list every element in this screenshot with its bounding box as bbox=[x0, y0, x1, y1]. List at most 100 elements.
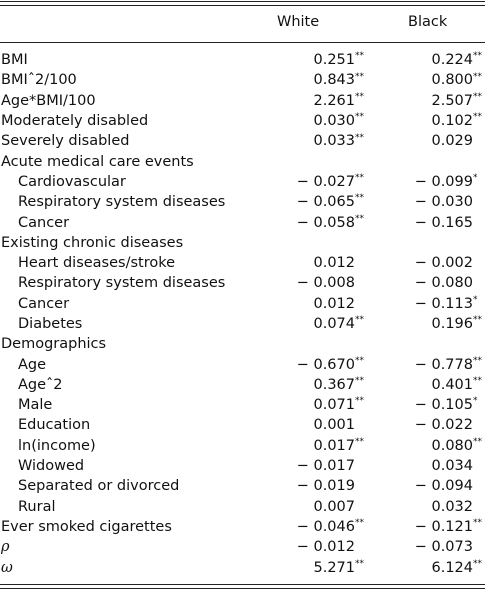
cell-black: − 0.099* bbox=[414, 173, 478, 190]
cell-black: 0.029 bbox=[367, 131, 485, 151]
cell-value: 0.032 bbox=[431, 498, 473, 515]
table-row: Male 0.071** − 0.105* bbox=[0, 395, 485, 415]
cell-value: − 0.121 bbox=[414, 518, 473, 535]
top-rule-double bbox=[0, 5, 485, 6]
cell-value: 0.012 bbox=[313, 295, 355, 312]
cell-value: 0.367 bbox=[313, 376, 355, 393]
cell-white: 5.271** bbox=[313, 558, 364, 576]
table-row: Ageˆ2 0.367** 0.401** bbox=[0, 375, 485, 395]
column-header-black: Black bbox=[408, 14, 448, 30]
row-label-text: ln(income) bbox=[18, 437, 96, 454]
table-row: Respiratory system diseases − 0.065** − 0.… bbox=[0, 192, 485, 212]
table-row: Rural 0.007 0.032 bbox=[0, 497, 485, 517]
row-label: BMIˆ2/100 bbox=[0, 70, 266, 90]
cell-white: 0.030** bbox=[313, 112, 364, 130]
table-row: Existing chronic diseases bbox=[0, 233, 485, 253]
cell-value: 2.507 bbox=[431, 92, 473, 109]
row-label: Cardiovascular bbox=[0, 172, 266, 192]
row-label: Ever smoked cigarettes bbox=[0, 517, 266, 537]
cell-black: − 0.113* bbox=[414, 294, 478, 312]
row-label-text: ω bbox=[1, 559, 13, 576]
cell-value: 0.074 bbox=[313, 316, 355, 332]
row-label-text: ρ bbox=[1, 539, 10, 556]
cell-value: 0.001 bbox=[313, 417, 355, 434]
table-header: White Black bbox=[0, 14, 485, 36]
cell-value: − 0.080 bbox=[414, 275, 473, 292]
cell-white: − 0.046** bbox=[296, 518, 364, 535]
table-row: Diabetes 0.074** 0.196** bbox=[0, 314, 485, 334]
row-label: Cancer bbox=[0, 294, 266, 314]
row-label: Cancer bbox=[0, 212, 266, 232]
row-label-text: Age bbox=[18, 356, 47, 373]
cell-value: − 0.065 bbox=[296, 194, 355, 211]
row-label: Demographics bbox=[0, 334, 266, 354]
cell-white: 0.017** bbox=[313, 436, 364, 454]
cell-white: − 0.027** bbox=[296, 173, 364, 190]
cell-black bbox=[367, 233, 485, 253]
cell-value: 0.080 bbox=[431, 437, 473, 454]
cell-black: − 0.030 bbox=[367, 192, 485, 212]
cell-white bbox=[266, 334, 367, 354]
row-label: Severely disabled bbox=[0, 131, 266, 151]
row-label: ρ bbox=[0, 537, 266, 557]
cell-value: 6.124 bbox=[431, 559, 473, 576]
cell-value: − 0.019 bbox=[296, 478, 355, 495]
cell-black: 0.034 bbox=[367, 456, 485, 476]
row-label: Education bbox=[0, 415, 266, 435]
cell-value: 0.071 bbox=[313, 397, 355, 414]
cell-black: − 0.094 bbox=[367, 476, 485, 496]
row-label-text: Cancer bbox=[18, 214, 70, 231]
cell-white: − 0.019 bbox=[266, 476, 367, 496]
row-label-text: Ageˆ2 bbox=[18, 376, 63, 393]
row-label: Rural bbox=[0, 497, 266, 517]
table-row: Ever smoked cigarettes − 0.046** − 0.121** bbox=[0, 517, 485, 537]
row-label: Age bbox=[0, 354, 266, 374]
column-header-white: White bbox=[277, 14, 320, 30]
row-label: Respiratory system diseases bbox=[0, 273, 266, 293]
row-label-text: Diabetes bbox=[18, 316, 83, 332]
table-row: ln(income) 0.017** 0.080** bbox=[0, 436, 485, 456]
bottom-rule-double bbox=[0, 588, 485, 589]
cell-value: − 0.046 bbox=[296, 518, 355, 535]
cell-value: − 0.105 bbox=[414, 397, 473, 414]
row-label: ln(income) bbox=[0, 436, 266, 456]
row-label-text: Cancer bbox=[18, 295, 70, 312]
cell-value: 0.224 bbox=[431, 52, 473, 69]
row-label: Respiratory system diseases bbox=[0, 192, 266, 212]
cell-white: − 0.012 bbox=[266, 537, 367, 557]
row-label: Acute medical care events bbox=[0, 151, 266, 171]
cell-value: 0.401 bbox=[431, 376, 473, 393]
cell-value: 0.034 bbox=[431, 458, 473, 475]
cell-value: 0.033 bbox=[313, 133, 355, 150]
cell-white: 0.074** bbox=[313, 315, 364, 332]
cell-black: − 0.165 bbox=[367, 212, 485, 232]
cell-value: − 0.017 bbox=[296, 458, 355, 475]
cell-black bbox=[367, 334, 485, 354]
cell-white: 0.251** bbox=[313, 51, 364, 69]
row-label: ω bbox=[0, 557, 266, 577]
row-label-text: Acute medical care events bbox=[1, 153, 194, 170]
cell-value: 0.029 bbox=[431, 133, 473, 150]
bottom-rule bbox=[0, 584, 485, 585]
table-row: BMIˆ2/100 0.843** 0.800** bbox=[0, 70, 485, 90]
table-row: Cardiovascular − 0.027** − 0.099* bbox=[0, 172, 485, 192]
cell-value: − 0.113 bbox=[414, 295, 473, 312]
row-label: Heart diseases/stroke bbox=[0, 253, 266, 273]
row-label: Moderately disabled bbox=[0, 111, 266, 131]
row-label-text: Heart diseases/stroke bbox=[18, 255, 176, 272]
cell-value: − 0.012 bbox=[296, 539, 355, 556]
cell-black: − 0.121** bbox=[414, 518, 482, 535]
row-label-text: Demographics bbox=[1, 336, 107, 353]
cell-white: 0.001 bbox=[266, 415, 367, 435]
cell-black: − 0.002 bbox=[367, 253, 485, 273]
row-label-text: Respiratory system diseases bbox=[18, 194, 226, 211]
cell-black: 6.124** bbox=[431, 558, 482, 576]
header-rule bbox=[0, 42, 485, 43]
cell-value: 0.102 bbox=[431, 113, 473, 130]
cell-black: 0.080** bbox=[431, 436, 482, 454]
cell-white: 2.261** bbox=[313, 91, 364, 109]
cell-white: − 0.017 bbox=[266, 456, 367, 476]
table-row: Respiratory system diseases − 0.008 − 0.08… bbox=[0, 273, 485, 293]
cell-value: − 0.670 bbox=[296, 356, 355, 373]
row-label-text: BMIˆ2/100 bbox=[1, 72, 77, 89]
